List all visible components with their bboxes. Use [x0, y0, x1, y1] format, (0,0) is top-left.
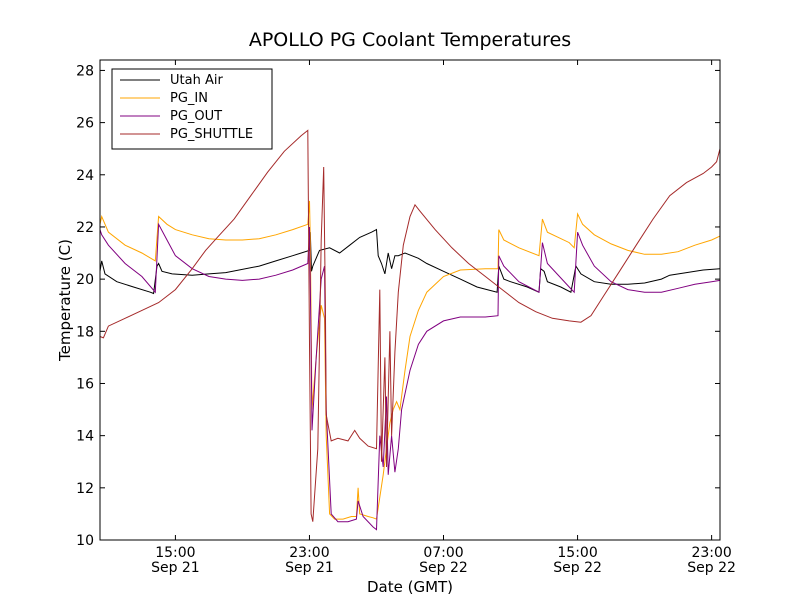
legend: Utah Air PG_IN PG_OUT PG_SHUTTLE — [111, 68, 273, 150]
x-tick-label-date: Sep 22 — [687, 560, 736, 576]
chart-title: APOLLO PG Coolant Temperatures — [249, 29, 571, 51]
x-tick-label-date: Sep 21 — [151, 560, 200, 576]
x-axis-label: Date (GMT) — [367, 578, 453, 596]
y-tick-label: 26 — [76, 116, 94, 132]
x-tick-label-time: 15:00 — [557, 545, 597, 561]
x-tick-label-time: 23:00 — [289, 545, 329, 561]
x-tick-label-date: Sep 22 — [553, 560, 602, 576]
y-tick-label: 28 — [76, 63, 94, 79]
legend-entry-label: Utah Air — [170, 73, 223, 88]
x-tick-label-date: Sep 21 — [285, 560, 334, 576]
x-tick-label-time: 23:00 — [691, 545, 731, 561]
legend-entry-label: PG_SHUTTLE — [170, 127, 253, 142]
series-line-pg-shuttle — [99, 129, 721, 522]
legend-entry-label: PG_OUT — [170, 109, 222, 124]
legend-entry-label: PG_IN — [170, 91, 208, 106]
legend-box — [111, 68, 273, 150]
y-tick-label: 18 — [76, 324, 94, 340]
y-tick-label: 14 — [76, 429, 94, 445]
y-tick-label: 16 — [76, 376, 94, 392]
x-tick-label-time: 07:00 — [423, 545, 463, 561]
x-tick-label-date: Sep 22 — [419, 560, 468, 576]
y-tick-label: 24 — [76, 168, 94, 184]
series-layer — [99, 129, 721, 531]
y-axis-label: Temperature (C) — [56, 239, 74, 362]
y-tick-label: 10 — [76, 533, 94, 549]
y-tick-label: 20 — [76, 272, 94, 288]
x-tick-label-time: 15:00 — [155, 545, 195, 561]
series-line-utah-air — [99, 228, 721, 295]
y-tick-label: 12 — [76, 481, 94, 497]
y-tick-label: 22 — [76, 220, 94, 236]
plot-frame — [99, 59, 721, 541]
